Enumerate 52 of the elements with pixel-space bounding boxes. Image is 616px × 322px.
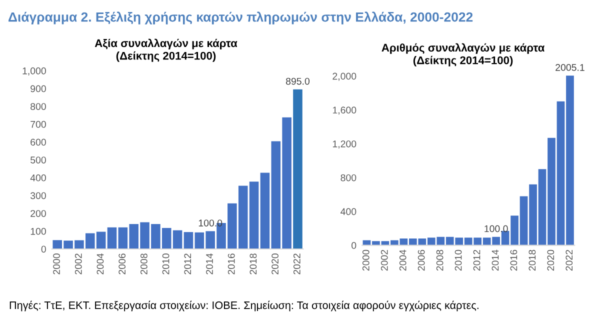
y-tick-label: 200 — [30, 210, 46, 217]
y-tick-label: 0 — [41, 246, 46, 253]
x-tick-label: 2022 — [566, 250, 573, 271]
x-tick-label: 2002 — [380, 250, 388, 271]
chart-title: Αριθμός συναλλαγών με κάρτα (Δείκτης 2014=100) — [382, 43, 545, 66]
x-tick-label: 2012 — [184, 254, 192, 274]
x-tick-label: 2018 — [528, 250, 536, 271]
text: Πηγές: ΤτΕ, ΕΚΤ. Επεξεργασία στοιχείων: ΙΟΒΕ. Σημείωση: Τα στοιχεία αφορούν εγχώριες κάρτες. — [10, 300, 478, 312]
x-tick-label: 2018 — [250, 254, 257, 274]
data-label: 100.0 — [198, 220, 222, 226]
text: Διάγραμμα 2. Εξέλιξη χρήσης καρτών πληρωμών στην Ελλάδα, 2000-2022 — [8, 12, 473, 24]
y-tick-label: 800 — [340, 174, 356, 182]
y-tick-label: 800 — [30, 103, 46, 110]
x-tick-label: 2014 — [206, 253, 213, 274]
x-tick-label: 2002 — [74, 254, 82, 274]
y-tick-label: 100 — [30, 228, 46, 235]
y-tick-label: 600 — [30, 138, 46, 146]
x-tick-label: 2010 — [454, 250, 462, 271]
x-tick-label: 2006 — [418, 250, 425, 271]
y-tick-label: 0 — [352, 242, 356, 249]
x-tick-label: 2020 — [272, 254, 278, 274]
chart-title: Αξία συναλλαγών με κάρτα (Δείκτης 2014=100) — [94, 38, 238, 62]
y-tick-label: 400 — [30, 174, 46, 182]
y-tick-label: 2,000 — [332, 72, 356, 81]
x-tick-label: 2006 — [118, 254, 126, 274]
x-tick-label: 2000 — [53, 254, 60, 274]
bar — [184, 232, 194, 249]
x-tick-label: 2014 — [492, 250, 499, 271]
data-label: 100.0 — [484, 225, 508, 232]
bar — [107, 227, 117, 249]
y-tick-label: 500 — [30, 156, 46, 164]
x-tick-label: 2016 — [510, 250, 518, 271]
y-tick-label: 400 — [340, 208, 356, 216]
x-tick-label: 2008 — [140, 254, 148, 274]
y-tick-label: 1,600 — [332, 106, 356, 115]
y-tick-label: 1,000 — [22, 67, 46, 76]
x-tick-label: 2022 — [293, 254, 300, 274]
y-tick-label: 300 — [30, 192, 46, 200]
x-tick-label: 2020 — [547, 250, 554, 271]
x-tick-label: 2004 — [399, 250, 406, 271]
bar — [293, 89, 302, 249]
x-tick-label: 2000 — [362, 250, 370, 271]
data-label: 2005.1 — [556, 64, 584, 71]
x-tick-label: 2008 — [436, 250, 444, 271]
x-tick-label: 2010 — [162, 254, 170, 274]
x-tick-label: 2016 — [228, 254, 235, 274]
data-label: 895.0 — [286, 78, 310, 85]
x-tick-label: 2004 — [96, 253, 104, 274]
x-tick-label: 2012 — [473, 250, 480, 271]
y-tick-label: 1,200 — [332, 140, 356, 149]
y-tick-label: 900 — [30, 85, 46, 92]
y-tick-label: 700 — [30, 120, 46, 128]
